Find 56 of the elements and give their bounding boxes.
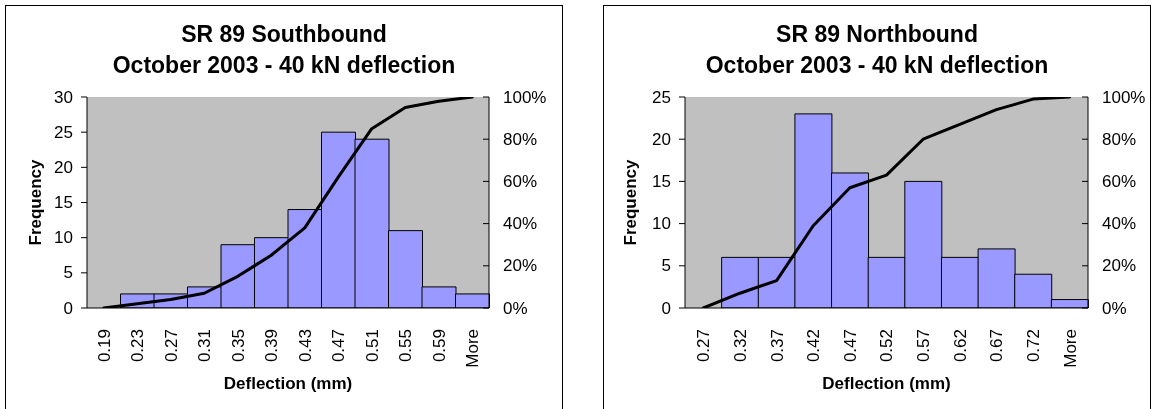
x-tick-label: 0.72 [1024,329,1043,363]
y2-tick-label: 100% [503,87,547,107]
y2-tick-label: 20% [503,256,538,276]
chart-title: SR 89 Southbound [180,20,388,49]
y2-tick-label: 80% [1102,129,1137,149]
x-tick-label: 0.51 [362,329,382,363]
chart-subtitle: October 2003 - 40 kN deflection [704,51,1050,80]
x-tick-label: More [463,329,483,368]
x-tick-label: 0.27 [161,329,181,363]
x-tick-label: 0.47 [329,329,349,363]
x-tick-label: 0.57 [914,329,934,363]
x-tick-label: 0.37 [767,329,787,363]
y2-tick-label: 20% [1102,256,1137,276]
y2-tick-label: 0% [1102,298,1127,318]
x-tick-label: 0.67 [987,329,1007,363]
x-axis-title: Deflection (mm) [223,373,353,393]
y-tick-label: 10 [54,228,73,248]
y-tick-label: 5 [661,256,671,276]
y-tick-label: 15 [54,193,73,212]
x-tick-label: 0.62 [950,329,970,363]
x-tick-label: 0.27 [694,329,714,363]
x-tick-label: 0.35 [228,329,248,363]
x-tick-label: 0.52 [877,329,897,363]
chart-subtitle: October 2003 - 40 kN deflection [111,51,457,80]
y-tick-label: 25 [652,87,671,107]
x-tick-label: 0.59 [429,329,449,363]
x-tick-label: 0.31 [195,329,215,363]
y-tick-label: 0 [63,298,73,318]
y-tick-label: 5 [63,263,73,283]
y-tick-label: 10 [652,214,671,234]
x-axis-title: Deflection (mm) [822,373,951,393]
y2-tick-label: 60% [1102,171,1137,191]
chart-title: SR 89 Northbound [775,20,979,49]
x-tick-label: 0.55 [396,329,416,363]
x-tick-label: More [1060,329,1080,368]
y-axis-title: Frequency [620,158,640,246]
x-tick-label: 0.23 [128,329,148,363]
y-axis-title: Frequency [25,158,45,246]
y-tick-label: 30 [54,87,73,107]
y2-tick-label: 40% [503,214,538,234]
y2-tick-label: 60% [503,171,538,191]
y2-tick-label: 0% [503,298,528,318]
x-tick-label: 0.42 [804,329,824,363]
y2-tick-label: 80% [503,129,538,149]
x-tick-label: 0.32 [730,329,750,363]
y-tick-label: 20 [54,157,73,177]
y-tick-label: 25 [54,122,73,142]
x-tick-label: 0.47 [840,329,860,363]
x-tick-label: 0.19 [94,329,114,363]
y-tick-label: 20 [652,129,671,149]
y-tick-label: 15 [652,171,671,191]
y2-tick-label: 100% [1102,87,1146,107]
x-tick-label: 0.43 [295,329,315,363]
y2-tick-label: 40% [1102,214,1137,234]
x-tick-label: 0.39 [262,329,282,363]
y-tick-label: 0 [661,298,671,318]
